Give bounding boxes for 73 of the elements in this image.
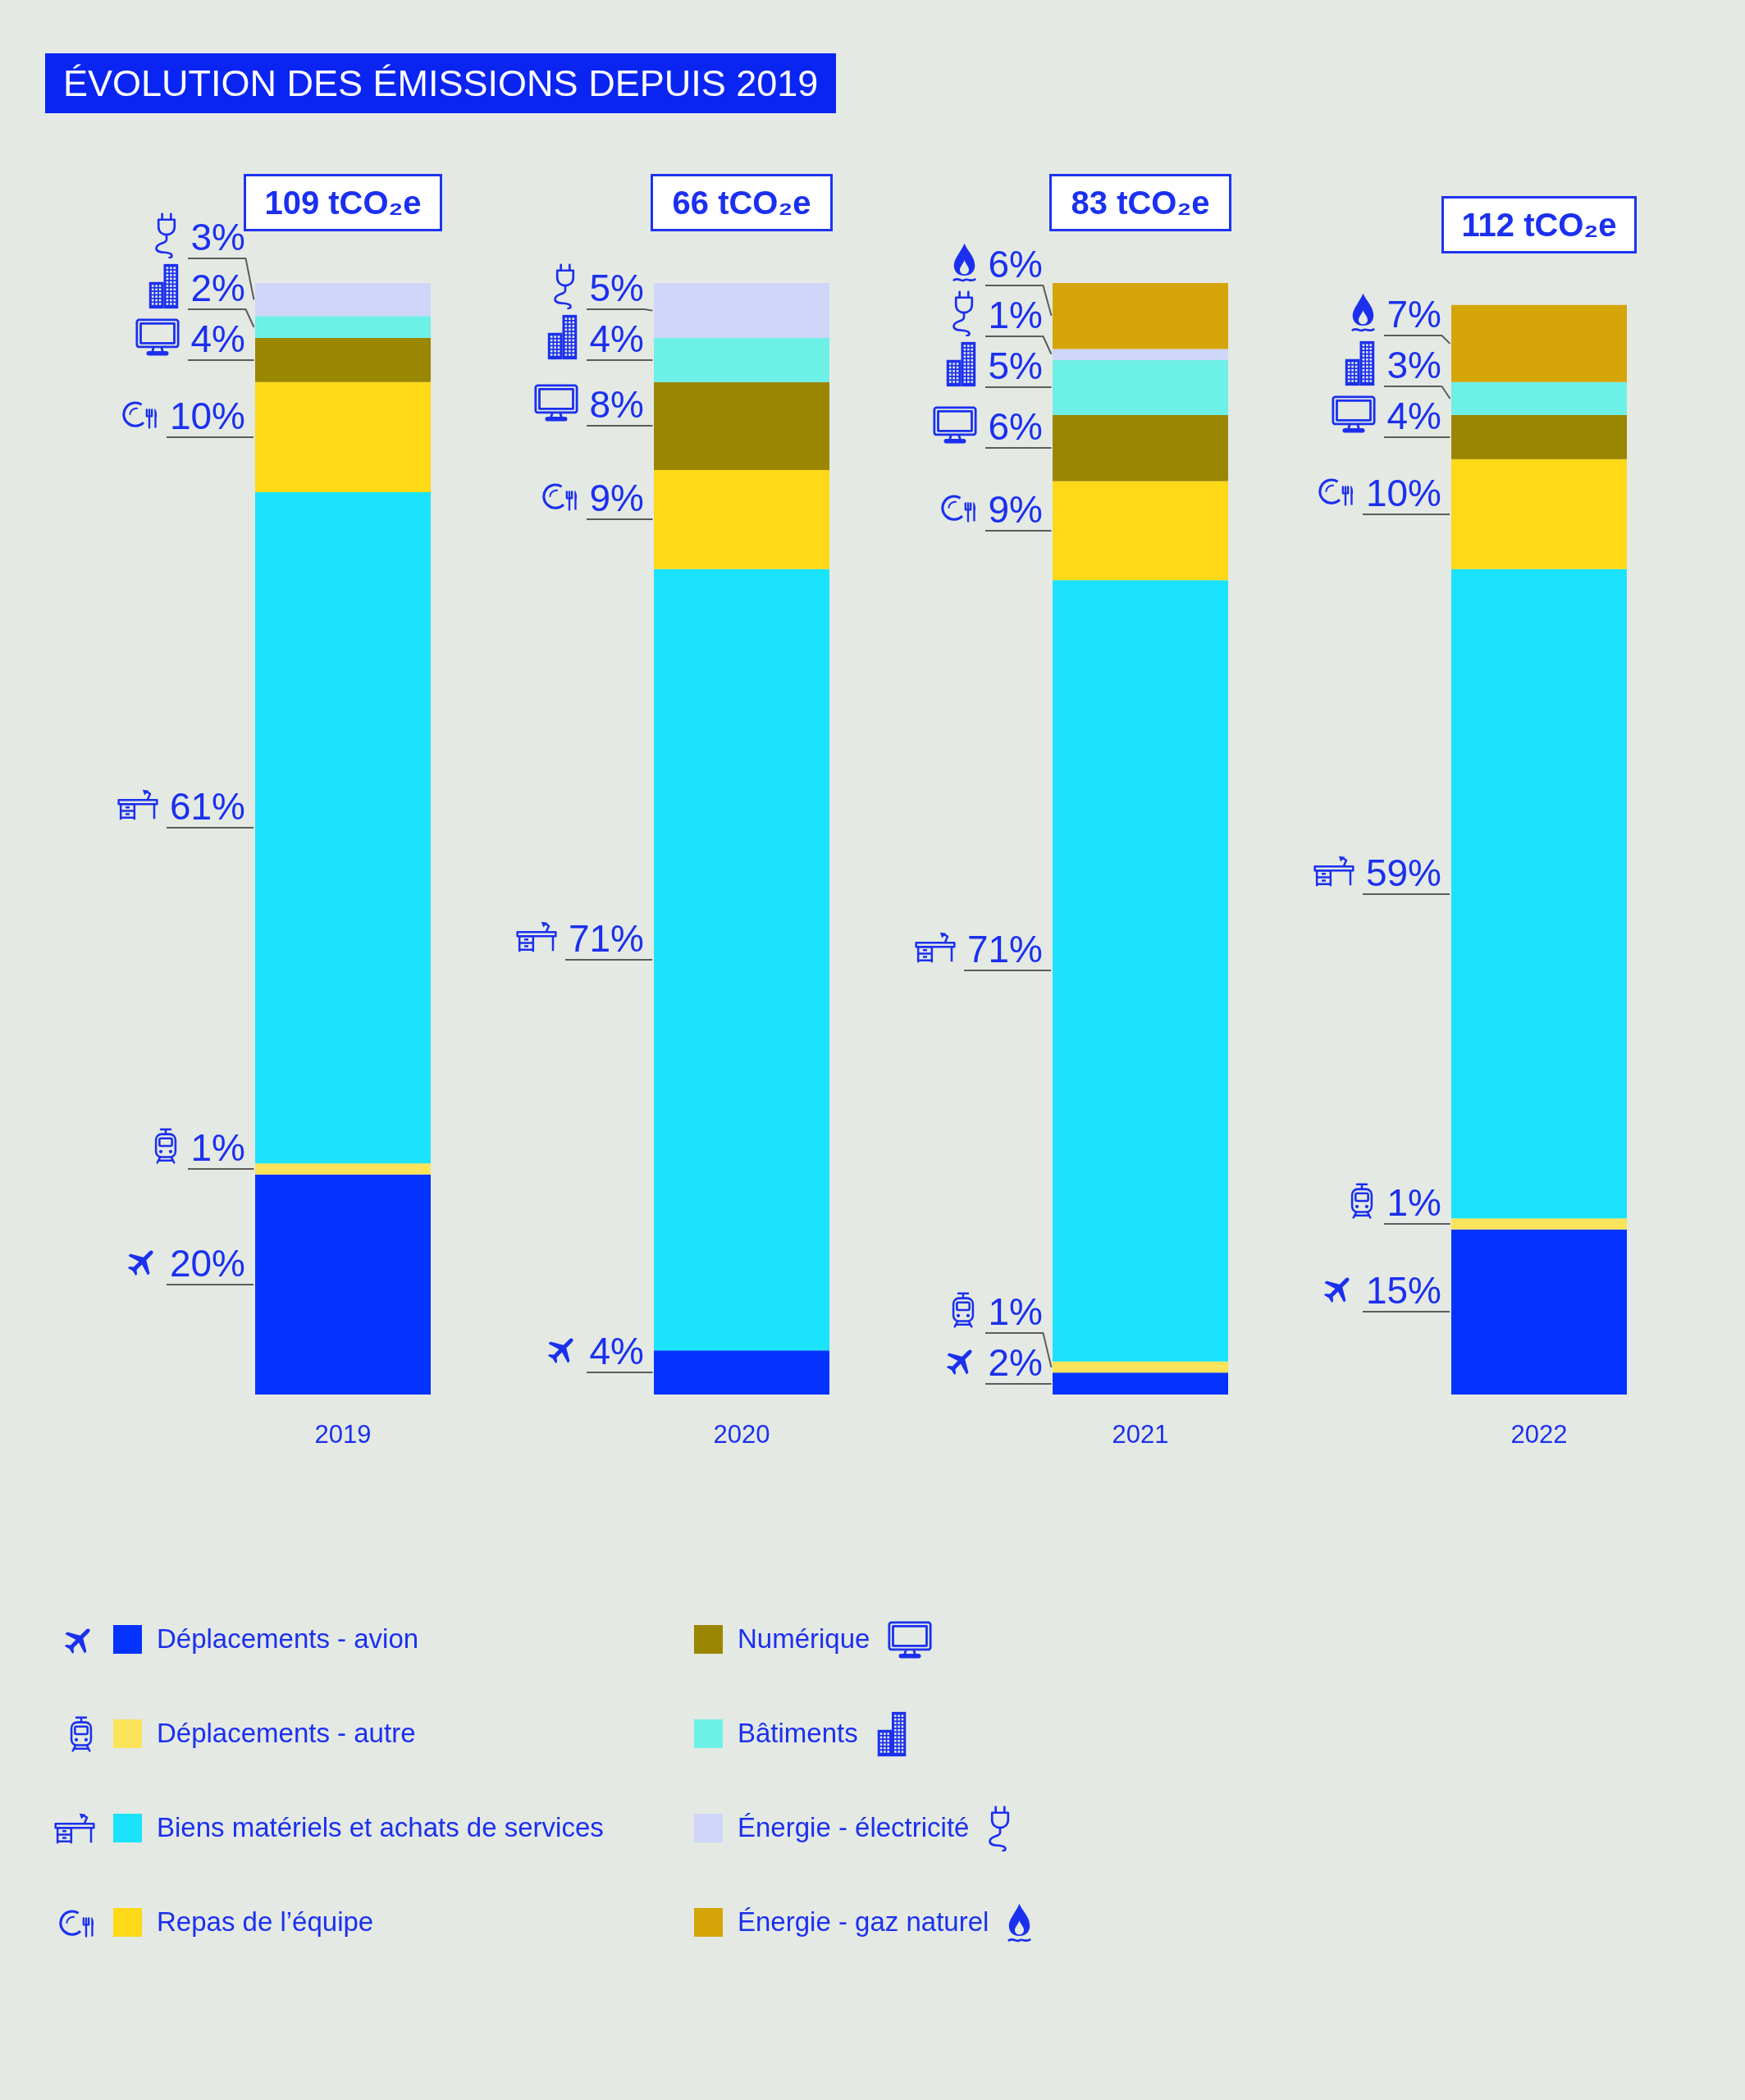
bar — [1053, 283, 1228, 349]
data-label: 3% — [190, 215, 245, 258]
data-label: 1% — [190, 1125, 245, 1169]
legend-label: Biens matériels et achats de services — [157, 1811, 604, 1842]
data-label: 10% — [1365, 471, 1441, 514]
legend-label: Énergie - électricité — [738, 1811, 970, 1842]
data-label: 6% — [988, 405, 1043, 449]
data-label: 8% — [589, 383, 644, 427]
legend-label: Bâtiments — [738, 1717, 858, 1748]
data-label: 9% — [589, 477, 644, 520]
data-label: 2% — [190, 266, 245, 309]
data-label: 4% — [589, 1330, 644, 1373]
legend-label: Repas de l’équipe — [157, 1906, 374, 1937]
annotation: 109 tCO₂e — [264, 185, 422, 221]
data-label: 9% — [988, 487, 1043, 531]
bar — [255, 316, 431, 339]
bar — [255, 381, 431, 492]
data-label: 59% — [1365, 851, 1441, 894]
data-label: 20% — [169, 1241, 245, 1285]
data-label: 4% — [190, 317, 245, 360]
data-label: 5% — [589, 266, 644, 309]
data-label: 10% — [169, 394, 245, 437]
data-label: 61% — [169, 785, 245, 829]
bar — [654, 338, 829, 382]
bar — [654, 283, 829, 339]
bar — [1053, 580, 1228, 1362]
bar — [255, 1174, 431, 1395]
x-tick-label: 2021 — [1112, 1419, 1169, 1449]
x-tick-label: 2022 — [1510, 1419, 1568, 1449]
annotation: 112 tCO₂e — [1461, 206, 1617, 243]
bar — [1451, 459, 1627, 569]
data-label: 2% — [988, 1340, 1043, 1384]
bar — [1053, 481, 1228, 581]
annotation: 66 tCO₂e — [672, 185, 811, 221]
x-tick-label: 2019 — [314, 1419, 372, 1449]
bar — [1053, 414, 1228, 482]
bar — [1053, 1361, 1228, 1373]
bar — [654, 381, 829, 471]
x-tick-label: 2020 — [713, 1419, 770, 1449]
bar — [1451, 414, 1627, 459]
bar — [255, 283, 431, 317]
bar — [654, 568, 829, 1351]
data-label: 15% — [1365, 1269, 1441, 1312]
legend-label: Numérique — [738, 1623, 870, 1654]
bar — [255, 338, 431, 382]
bar — [654, 1350, 829, 1395]
legend-label: Énergie - gaz naturel — [738, 1906, 989, 1937]
bar — [1053, 1372, 1228, 1395]
data-label: 71% — [966, 928, 1043, 971]
chart-title: ÉVOLUTION DES ÉMISSIONS DEPUIS 2019 — [45, 53, 837, 113]
data-label: 5% — [988, 345, 1043, 388]
bar — [1451, 1218, 1627, 1230]
data-label: 1% — [1386, 1181, 1441, 1225]
data-label: 71% — [568, 917, 644, 961]
bar — [1053, 349, 1228, 360]
bar — [1451, 304, 1627, 382]
data-label: 1% — [988, 294, 1043, 337]
legend-label: Déplacements - avion — [157, 1623, 419, 1654]
data-label: 4% — [1386, 394, 1441, 437]
bar — [1053, 359, 1228, 415]
data-label: 4% — [589, 317, 644, 360]
annotation: 83 tCO₂e — [1071, 185, 1210, 221]
data-label: 7% — [1386, 292, 1441, 336]
bar — [255, 491, 431, 1164]
bar — [1451, 1229, 1627, 1395]
bar — [654, 470, 829, 569]
data-label: 3% — [1386, 343, 1441, 386]
bar — [1451, 568, 1627, 1219]
bar — [1451, 381, 1627, 415]
data-label: 6% — [988, 243, 1043, 286]
legend-label: Déplacements - autre — [157, 1717, 416, 1748]
bar — [255, 1163, 431, 1175]
data-label: 1% — [988, 1290, 1043, 1333]
